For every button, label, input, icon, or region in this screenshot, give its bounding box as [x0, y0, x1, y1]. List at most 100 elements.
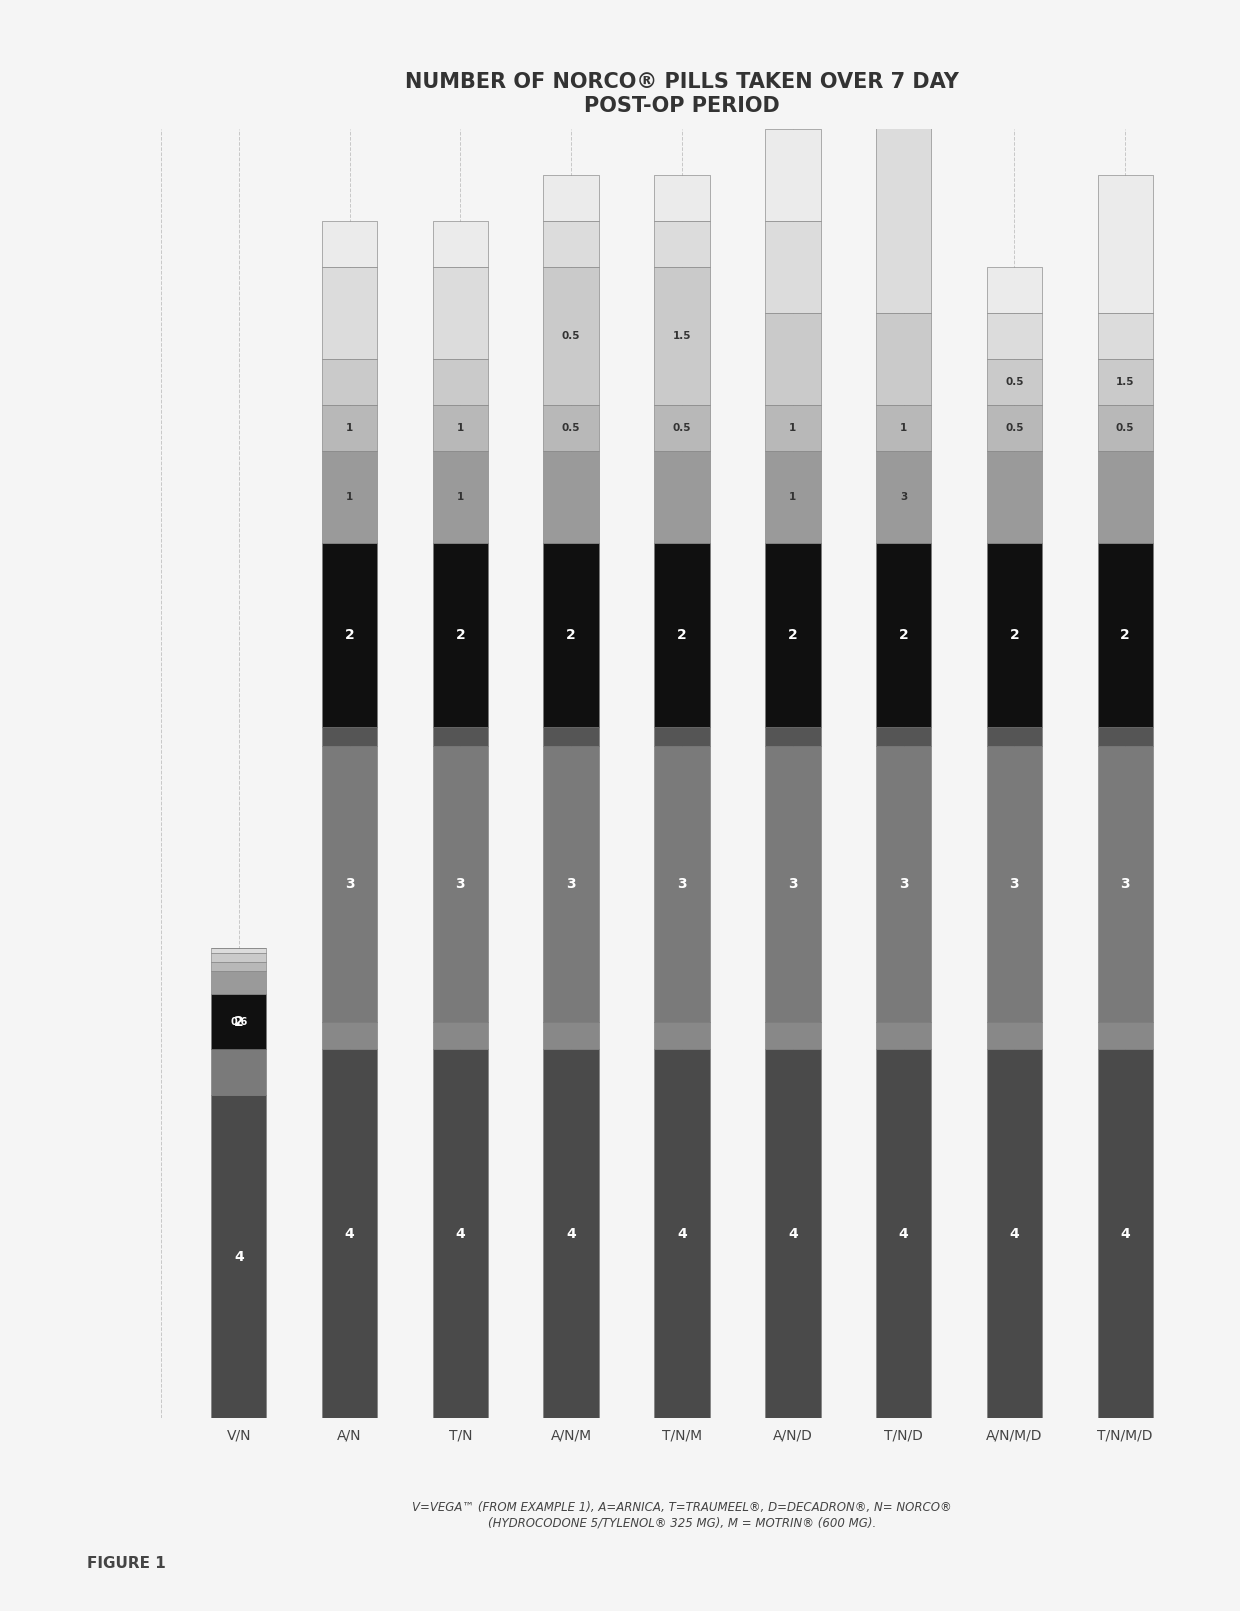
Bar — [987, 1021, 1042, 1049]
Bar — [433, 221, 489, 267]
Text: 1: 1 — [346, 491, 353, 503]
Bar — [1097, 313, 1153, 359]
Text: 2: 2 — [567, 628, 577, 643]
Text: 0.5: 0.5 — [1116, 424, 1135, 433]
Text: 2: 2 — [234, 1015, 243, 1029]
Bar — [1097, 359, 1153, 404]
Bar — [1097, 1049, 1153, 1418]
Bar — [765, 404, 821, 451]
Bar — [1097, 543, 1153, 727]
Text: 1: 1 — [789, 491, 796, 503]
Bar — [211, 1095, 267, 1418]
Bar — [987, 1049, 1042, 1418]
Bar — [322, 451, 377, 543]
Bar — [543, 1049, 599, 1418]
Bar — [875, 1021, 931, 1049]
Text: 1.5: 1.5 — [1116, 377, 1135, 387]
Bar — [543, 267, 599, 404]
Bar — [433, 451, 489, 543]
Text: 2: 2 — [1009, 628, 1019, 643]
Bar — [433, 1021, 489, 1049]
Bar — [987, 267, 1042, 313]
Text: 1: 1 — [346, 424, 353, 433]
Bar — [543, 221, 599, 267]
Bar — [433, 1049, 489, 1418]
Text: 3: 3 — [900, 491, 908, 503]
Text: 2: 2 — [345, 628, 355, 643]
Bar — [211, 962, 267, 971]
Bar — [655, 1021, 709, 1049]
Bar — [655, 746, 709, 1021]
Bar — [875, 1049, 931, 1418]
Bar — [765, 1021, 821, 1049]
Text: 4: 4 — [234, 1250, 243, 1263]
Bar — [1097, 176, 1153, 313]
Text: V=VEGA™ (FROM EXAMPLE 1), A=ARNICA, T=TRAUMEEL®, D=DECADRON®, N= NORCO®
(HYDROCO: V=VEGA™ (FROM EXAMPLE 1), A=ARNICA, T=TR… — [412, 1501, 952, 1529]
Bar — [765, 746, 821, 1021]
Bar — [987, 746, 1042, 1021]
Bar — [433, 267, 489, 359]
Bar — [987, 543, 1042, 727]
Bar — [875, 37, 931, 313]
Text: 3: 3 — [567, 876, 577, 891]
Text: 3: 3 — [1121, 876, 1130, 891]
Bar — [322, 359, 377, 404]
Bar — [433, 543, 489, 727]
Bar — [875, 0, 931, 37]
Bar — [322, 1049, 377, 1418]
Bar — [987, 727, 1042, 746]
Bar — [987, 451, 1042, 543]
Bar — [875, 404, 931, 451]
Bar — [765, 727, 821, 746]
Bar — [1097, 1021, 1153, 1049]
Bar — [211, 971, 267, 994]
Bar — [543, 746, 599, 1021]
Bar — [322, 746, 377, 1021]
Bar — [322, 221, 377, 267]
Text: 0.6: 0.6 — [231, 1017, 248, 1026]
Text: 3: 3 — [677, 876, 687, 891]
Text: 1: 1 — [456, 424, 464, 433]
Bar — [543, 404, 599, 451]
Text: 0.5: 0.5 — [562, 330, 580, 342]
Bar — [655, 1049, 709, 1418]
Text: FIGURE 1: FIGURE 1 — [87, 1556, 166, 1571]
Bar — [543, 543, 599, 727]
Text: 2: 2 — [677, 628, 687, 643]
Bar — [1097, 404, 1153, 451]
Text: 2: 2 — [455, 628, 465, 643]
Bar — [322, 404, 377, 451]
Bar — [875, 313, 931, 404]
Text: 4: 4 — [1009, 1226, 1019, 1240]
Bar — [655, 176, 709, 221]
Bar — [211, 994, 267, 1049]
Bar — [433, 359, 489, 404]
Text: 4: 4 — [677, 1226, 687, 1240]
Bar — [655, 451, 709, 543]
Bar — [987, 404, 1042, 451]
Text: 4: 4 — [787, 1226, 797, 1240]
Bar — [875, 727, 931, 746]
Text: 0.5: 0.5 — [673, 424, 691, 433]
Bar — [987, 313, 1042, 359]
Text: NUMBER OF NORCO® PILLS TAKEN OVER 7 DAY
POST-OP PERIOD: NUMBER OF NORCO® PILLS TAKEN OVER 7 DAY … — [405, 72, 959, 116]
Bar — [655, 221, 709, 267]
Bar — [433, 727, 489, 746]
Bar — [875, 543, 931, 727]
Text: 1: 1 — [789, 424, 796, 433]
Bar — [543, 176, 599, 221]
Bar — [543, 451, 599, 543]
Bar — [322, 727, 377, 746]
Bar — [1097, 451, 1153, 543]
Bar — [433, 746, 489, 1021]
Bar — [765, 313, 821, 404]
Text: 2: 2 — [787, 628, 797, 643]
Bar — [543, 1021, 599, 1049]
Bar — [875, 746, 931, 1021]
Bar — [765, 543, 821, 727]
Text: 2: 2 — [899, 628, 909, 643]
Text: 1.5: 1.5 — [673, 330, 691, 342]
Text: 3: 3 — [1009, 876, 1019, 891]
Bar — [433, 404, 489, 451]
Text: 3: 3 — [345, 876, 355, 891]
